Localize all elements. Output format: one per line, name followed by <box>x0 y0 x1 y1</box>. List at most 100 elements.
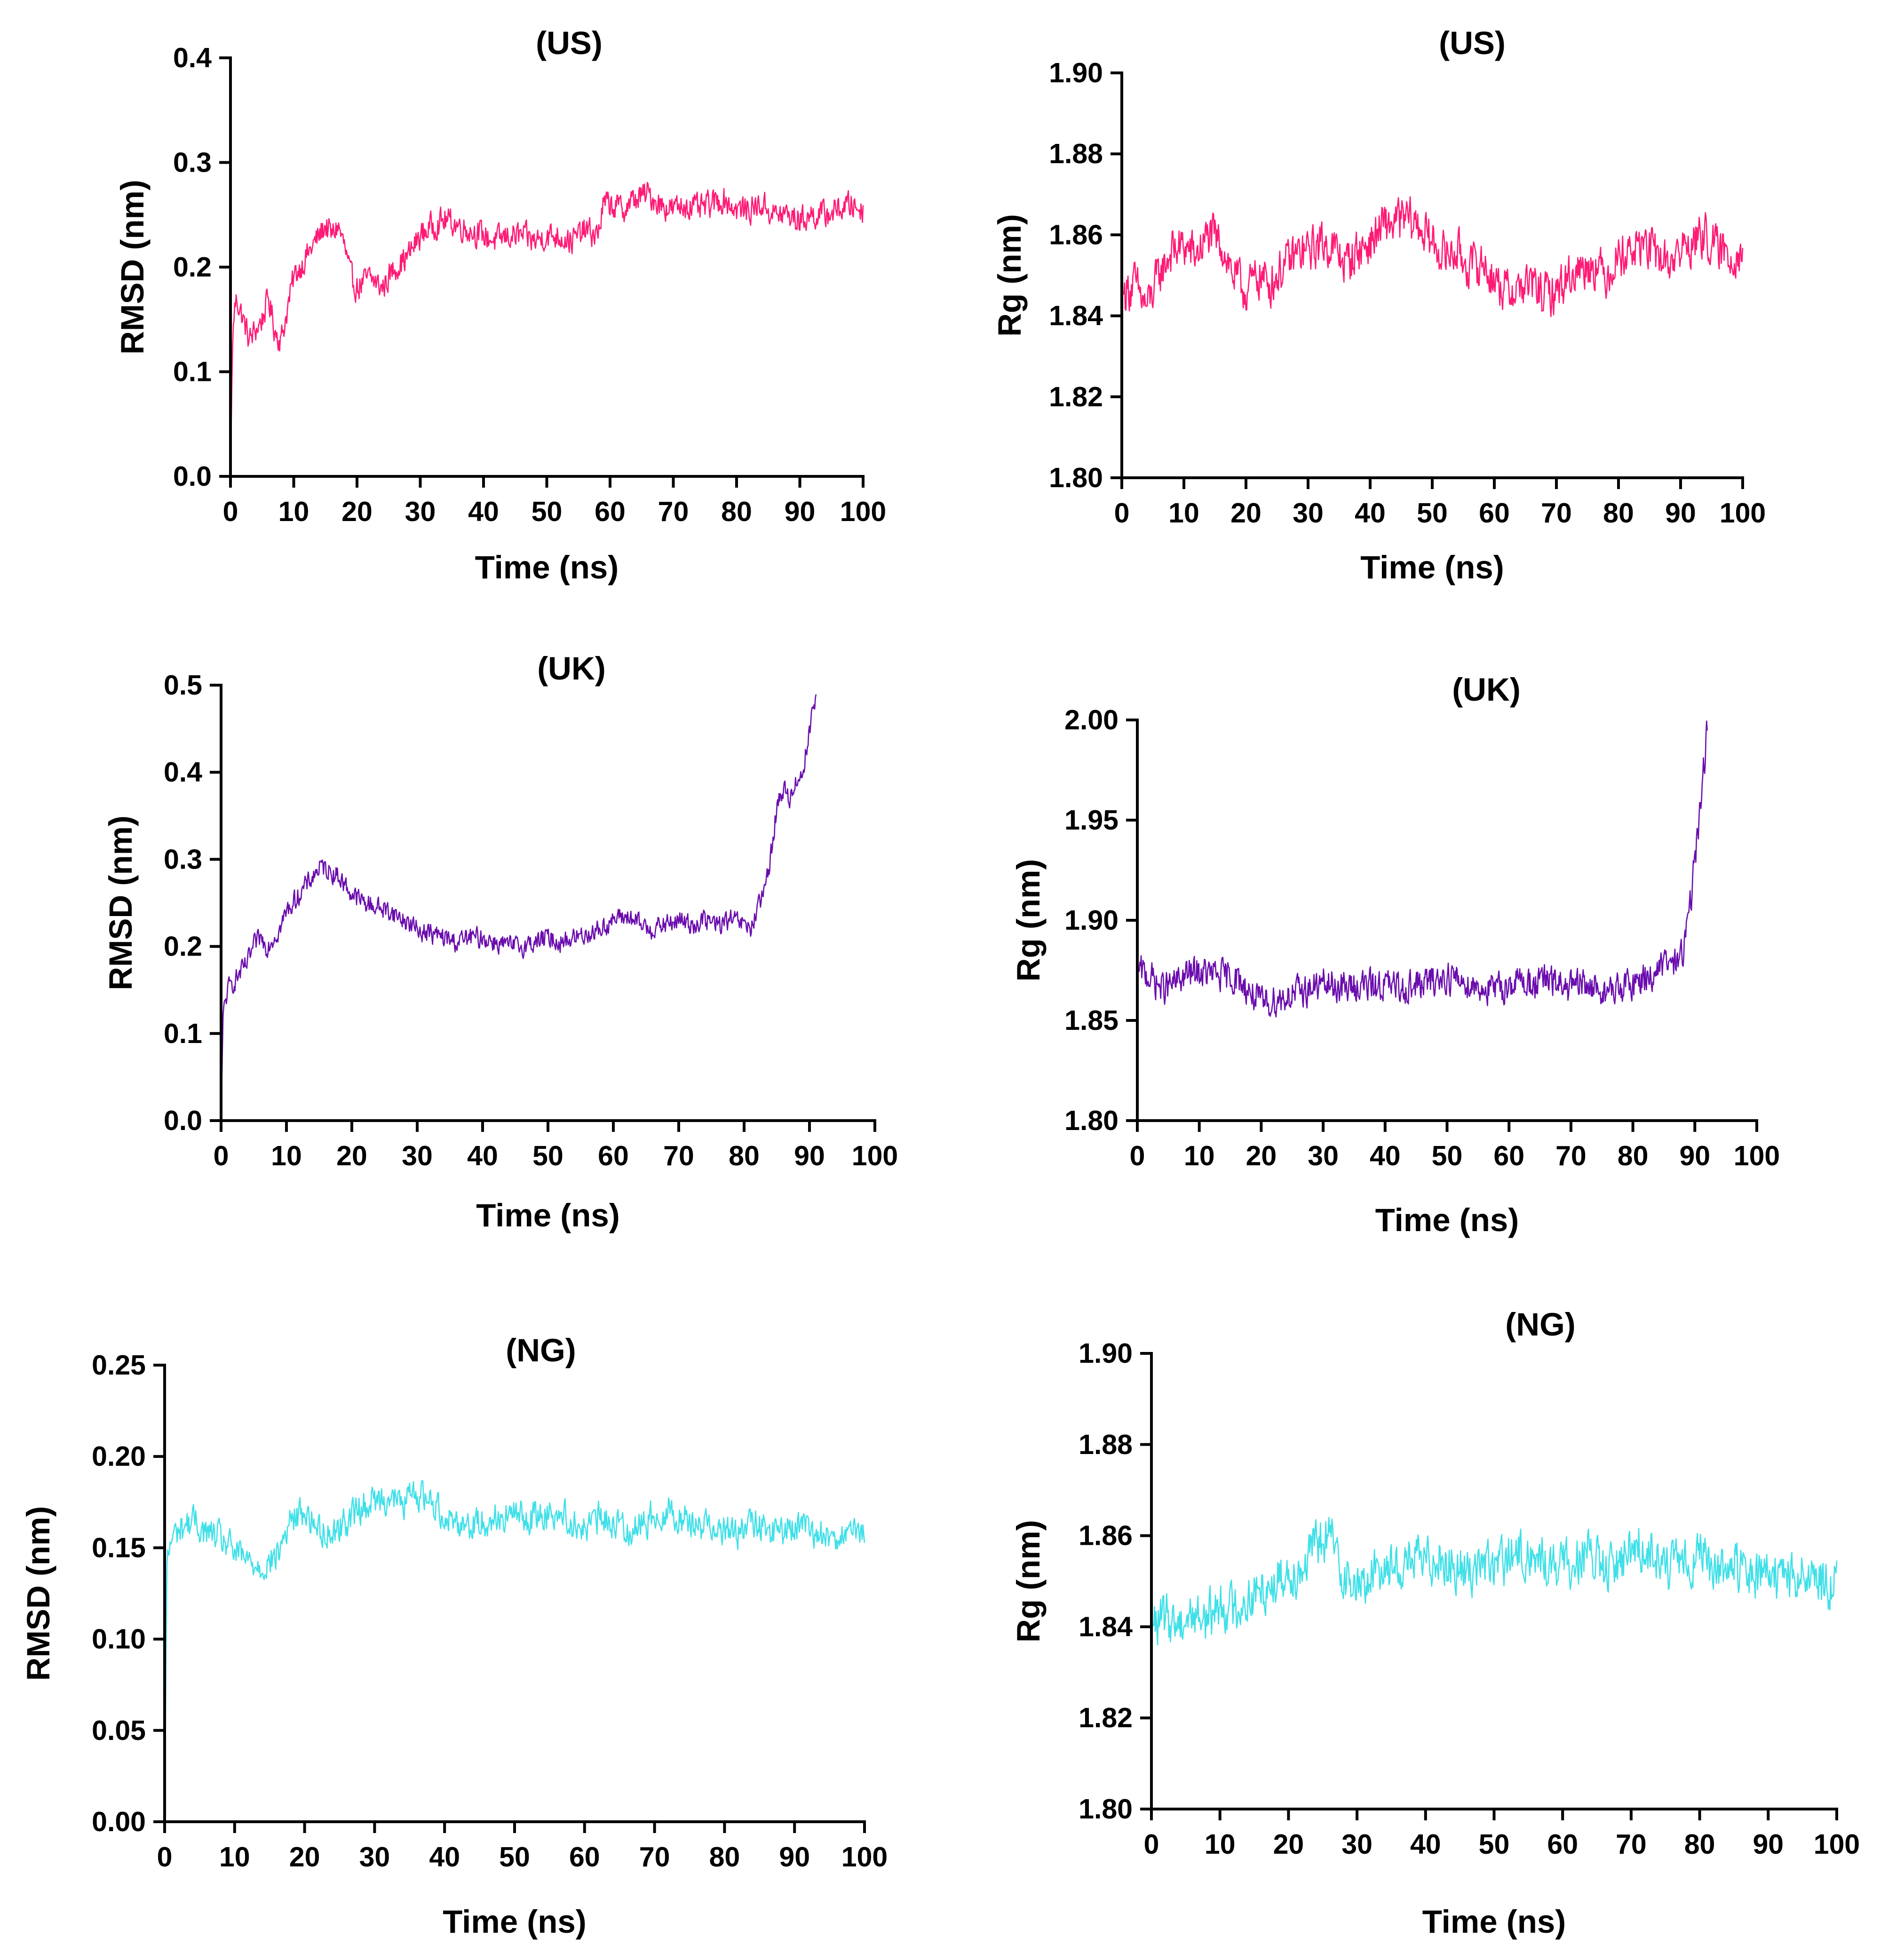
x-tick-label: 20 <box>289 1841 320 1873</box>
y-tick-label: 1.90 <box>1064 905 1119 936</box>
x-axis-title: Time (ns) <box>1375 1202 1519 1238</box>
y-tick-label: 0.0 <box>173 461 212 492</box>
chart-title: (NG) <box>1505 1306 1575 1343</box>
x-tick-label: 100 <box>852 1140 898 1171</box>
x-tick-label: 100 <box>1814 1829 1860 1860</box>
x-tick-label: 70 <box>1616 1829 1647 1860</box>
x-tick-label: 40 <box>1410 1829 1441 1860</box>
x-tick-label: 50 <box>1417 498 1448 529</box>
x-tick-label: 50 <box>1432 1140 1463 1171</box>
y-tick-label: 1.80 <box>1049 462 1103 493</box>
x-tick-label: 60 <box>1479 498 1510 529</box>
x-tick-label: 10 <box>278 496 309 527</box>
chart-title: (UK) <box>1452 672 1521 708</box>
x-tick-label: 100 <box>840 496 886 527</box>
series-line-4-1 <box>1137 720 1708 1018</box>
y-tick-label: 0.3 <box>173 147 212 178</box>
x-tick-label: 50 <box>1479 1829 1510 1860</box>
series-line-1-1 <box>230 182 864 477</box>
y-tick-label: 0.0 <box>164 1105 202 1136</box>
series-line-6-1 <box>1151 1517 1838 1645</box>
y-tick-label: 1.82 <box>1049 381 1103 412</box>
y-tick-label: 1.86 <box>1049 219 1103 250</box>
y-tick-label: 1.88 <box>1079 1429 1133 1460</box>
x-axis-title: Time (ns) <box>475 549 619 585</box>
y-tick-label: 0.4 <box>173 42 212 73</box>
y-tick-label: 0.15 <box>92 1532 146 1563</box>
x-tick-label: 50 <box>499 1841 530 1873</box>
x-tick-label: 90 <box>1665 498 1696 529</box>
x-tick-label: 60 <box>569 1841 600 1873</box>
x-tick-label: 0 <box>1130 1140 1145 1171</box>
x-tick-label: 30 <box>402 1140 433 1171</box>
y-tick-label: 0.2 <box>173 252 212 283</box>
y-tick-label: 0.2 <box>164 931 202 962</box>
x-tick-label: 50 <box>532 1140 563 1171</box>
y-tick-label: 1.95 <box>1064 805 1119 836</box>
y-tick-label: 1.84 <box>1079 1611 1133 1642</box>
x-tick-label: 10 <box>219 1841 250 1873</box>
y-tick-label: 0.20 <box>92 1441 146 1472</box>
y-tick-label: 1.86 <box>1079 1520 1133 1551</box>
chart-panel-2: 0 10 20 30 40 50 60 70 80 90 100 1.80 1.82 1.84 1.86 1.… <box>992 25 1766 585</box>
x-tick-label: 10 <box>1168 498 1199 529</box>
y-tick-label: 0.05 <box>92 1715 146 1746</box>
y-tick-label: 1.90 <box>1079 1338 1133 1369</box>
x-tick-label: 70 <box>663 1140 694 1171</box>
x-tick-label: 60 <box>1493 1140 1524 1171</box>
y-tick-label: 1.84 <box>1049 300 1103 332</box>
x-tick-label: 90 <box>785 496 816 527</box>
chart-title: (UK) <box>537 650 606 687</box>
x-axis-title: Time (ns) <box>1422 1904 1566 1940</box>
y-axis-title: RMSD (nm) <box>114 180 151 355</box>
y-tick-label: 0.4 <box>164 757 202 788</box>
x-tick-label: 60 <box>598 1140 629 1171</box>
y-tick-label: 0.3 <box>164 844 202 875</box>
chart-title: (US) <box>536 25 603 61</box>
x-tick-label: 50 <box>532 496 563 527</box>
chart-panel-5: 0 10 20 30 40 50 60 70 80 90 100 0.00 0.05 0.10 0.15 0.… <box>20 1332 888 1940</box>
y-tick-label: 1.88 <box>1049 138 1103 169</box>
x-tick-label: 90 <box>1679 1140 1710 1171</box>
series-line-2-1 <box>1121 196 1744 317</box>
y-tick-label: 0.25 <box>92 1350 146 1381</box>
x-tick-label: 80 <box>729 1140 760 1171</box>
x-tick-label: 0 <box>214 1140 229 1171</box>
x-tick-label: 70 <box>639 1841 670 1873</box>
series-line-3-1 <box>220 694 817 1121</box>
x-tick-label: 40 <box>468 496 499 527</box>
x-tick-label: 30 <box>1308 1140 1339 1171</box>
x-tick-label: 10 <box>271 1140 302 1171</box>
x-tick-label: 30 <box>1341 1829 1372 1860</box>
x-tick-label: 80 <box>721 496 752 527</box>
x-tick-label: 70 <box>1555 1140 1587 1171</box>
x-tick-label: 0 <box>1114 498 1130 529</box>
y-axis-title: Rg (nm) <box>992 214 1028 337</box>
chart-panel-1: 0 10 20 30 40 50 60 70 80 90 100 0.0 0.1 0.2 0.3 0.4 Tim… <box>114 25 886 585</box>
y-axis-title: Rg (nm) <box>1010 859 1047 982</box>
y-tick-label: 0.5 <box>164 670 202 701</box>
y-tick-label: 0.10 <box>92 1624 146 1655</box>
y-tick-label: 1.80 <box>1079 1794 1133 1825</box>
x-tick-label: 20 <box>336 1140 367 1171</box>
y-tick-label: 1.82 <box>1079 1702 1133 1733</box>
x-tick-label: 20 <box>341 496 373 527</box>
chart-title: (US) <box>1439 25 1506 61</box>
x-tick-label: 80 <box>1684 1829 1715 1860</box>
x-tick-label: 40 <box>1355 498 1386 529</box>
x-tick-label: 100 <box>1734 1140 1780 1171</box>
x-tick-label: 0 <box>1144 1829 1159 1860</box>
chart-title: (NG) <box>506 1332 576 1368</box>
x-tick-label: 20 <box>1246 1140 1277 1171</box>
x-tick-label: 80 <box>709 1841 740 1873</box>
chart-panel-3: 0 10 20 30 40 50 60 70 80 90 100 0.0 0.1 0.2 0.3 0.4 0.5… <box>103 650 898 1233</box>
x-tick-label: 100 <box>1720 498 1766 529</box>
y-axis-title: Rg (nm) <box>1010 1520 1047 1643</box>
x-tick-label: 90 <box>1753 1829 1784 1860</box>
y-tick-label: 1.85 <box>1064 1005 1119 1036</box>
y-tick-label: 0.1 <box>173 356 212 387</box>
x-tick-label: 30 <box>1293 498 1324 529</box>
series-line-5-1 <box>164 1480 865 1822</box>
x-tick-label: 20 <box>1230 498 1261 529</box>
